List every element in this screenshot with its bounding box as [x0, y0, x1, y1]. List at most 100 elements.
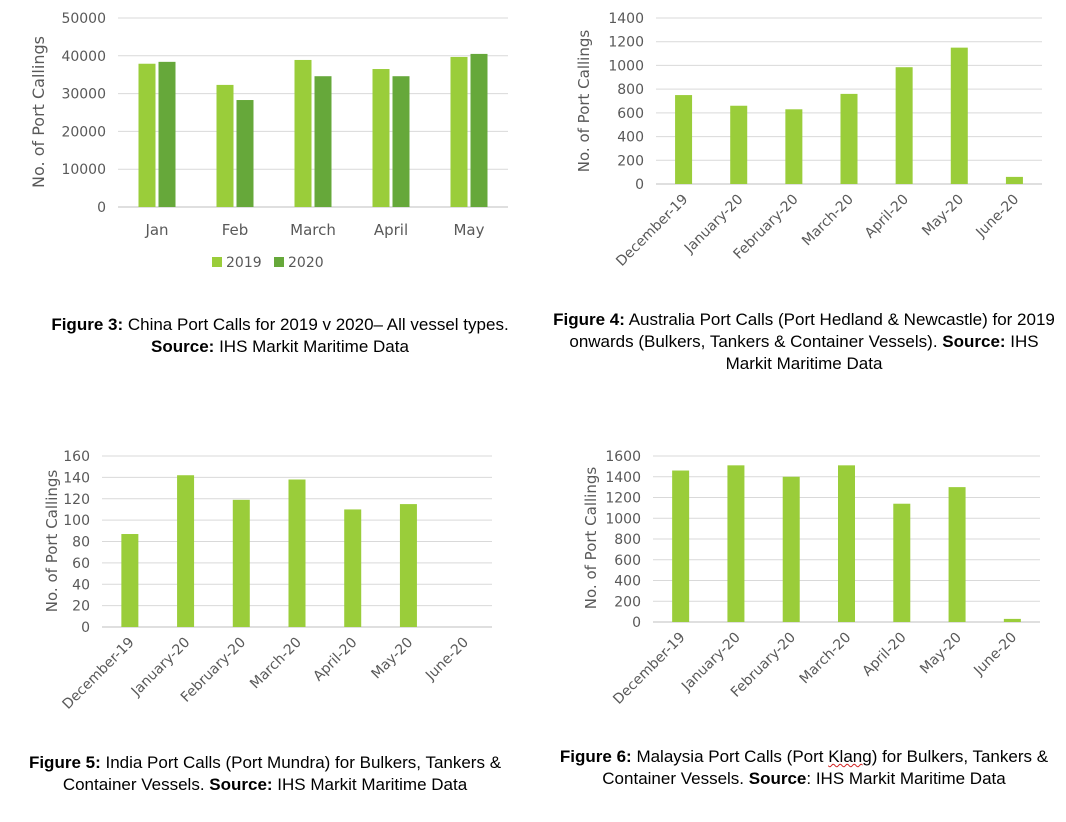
bar: [470, 53, 488, 207]
y-axis-title: No. of Port Callings: [582, 467, 600, 610]
y-tick-label: 80: [72, 535, 90, 551]
caption-fig6-klang: Klang: [828, 747, 872, 766]
bar: [399, 504, 417, 627]
legend-label: 2020: [288, 255, 324, 271]
bar: [948, 487, 966, 622]
x-category-label: April: [374, 221, 408, 239]
caption-fig5-text: India Port Calls (Port Mundra) for Bulke…: [62, 753, 502, 794]
y-tick-label: 200: [614, 594, 641, 610]
bar: [314, 76, 332, 207]
y-tick-label: 600: [614, 553, 641, 569]
y-tick-label: 0: [97, 200, 106, 216]
bar: [950, 47, 968, 185]
bar: [727, 465, 745, 622]
y-tick-label: 20000: [61, 124, 106, 140]
y-tick-label: 120: [63, 492, 90, 508]
bar: [294, 59, 312, 207]
bar: [893, 503, 911, 622]
y-tick-label: 40: [72, 577, 90, 593]
x-category-label: December-19: [610, 630, 688, 708]
caption-fig6-text: Malaysia Port Calls (Port: [631, 747, 829, 766]
bar: [840, 93, 858, 184]
y-tick-label: 50000: [61, 11, 106, 27]
y-tick-label: 140: [63, 470, 90, 486]
x-category-label: May: [453, 221, 484, 239]
y-tick-label: 400: [614, 574, 641, 590]
y-tick-label: 1400: [605, 470, 641, 486]
caption-fig6-label: Figure 6:: [559, 747, 632, 766]
y-tick-label: 1000: [605, 511, 641, 527]
y-axis-title: No. of Port Callings: [575, 30, 593, 173]
y-axis-title: No. of Port Callings: [29, 36, 48, 188]
caption-fig5-label: Figure 5:: [28, 753, 101, 772]
bar: [236, 100, 254, 207]
bar: [232, 499, 250, 627]
y-tick-label: 600: [617, 106, 644, 122]
bar: [675, 95, 693, 184]
y-tick-label: 800: [614, 532, 641, 548]
caption-fig3-source-label: Source:: [151, 337, 215, 356]
caption-fig6-source-label: Source: [748, 769, 807, 788]
y-tick-label: 1200: [608, 35, 644, 51]
y-axis-title: No. of Port Callings: [43, 470, 61, 613]
caption-fig3-source-text: IHS Markit Maritime Data: [214, 337, 409, 356]
caption-fig4-label: Figure 4:: [553, 310, 625, 329]
bar: [838, 465, 855, 622]
legend-swatch: [274, 257, 284, 267]
x-category-label: Jan: [144, 221, 168, 239]
y-tick-label: 200: [617, 153, 644, 169]
caption-fig5: Figure 5: India Port Calls (Port Mundra)…: [4, 752, 526, 796]
caption-fig4-source-label: Source:: [942, 332, 1006, 351]
caption-fig3: Figure 3: China Port Calls for 2019 v 20…: [30, 314, 530, 358]
bar: [344, 509, 362, 627]
x-category-label: Feb: [222, 221, 249, 239]
legend-label: 2019: [226, 255, 262, 271]
y-tick-label: 0: [81, 620, 90, 636]
bar: [1005, 176, 1023, 184]
y-tick-label: 800: [617, 82, 644, 98]
x-category-label: March-20: [797, 630, 855, 688]
y-tick-label: 1000: [608, 58, 644, 74]
x-category-label: June-20: [970, 630, 1020, 680]
caption-fig4-source-text: IHS Markit Maritime Data: [725, 332, 1039, 373]
bar: [158, 61, 176, 208]
caption-fig6-source-text: : IHS Markit Maritime Data: [806, 769, 1006, 788]
x-category-label: March: [290, 221, 336, 239]
y-tick-label: 10000: [61, 162, 106, 178]
y-tick-label: 0: [632, 615, 641, 631]
caption-fig6: Figure 6: Malaysia Port Calls (Port Klan…: [546, 746, 1062, 790]
bar: [785, 109, 803, 184]
y-tick-label: 400: [617, 130, 644, 146]
bar: [450, 56, 468, 208]
bar: [730, 105, 748, 184]
bar: [372, 69, 390, 207]
y-tick-label: 160: [63, 449, 90, 465]
y-tick-label: 1200: [605, 491, 641, 507]
caption-fig5-source-text: IHS Markit Maritime Data: [272, 775, 468, 794]
bar: [895, 67, 913, 184]
y-tick-label: 40000: [61, 49, 106, 65]
bar: [216, 84, 234, 207]
caption-fig3-label: Figure 3:: [51, 315, 124, 334]
caption-fig6-text-after: ) for Bulkers, Tankers & Container Vesse…: [602, 747, 1049, 788]
bar: [672, 470, 690, 622]
caption-fig5-source-label: Source:: [209, 775, 273, 794]
bar: [392, 76, 410, 207]
x-category-label: April-20: [859, 630, 909, 680]
caption-fig4-text: Australia Port Calls (Port Hedland & New…: [569, 310, 1055, 351]
bar: [121, 534, 139, 627]
legend-swatch: [212, 257, 222, 267]
y-tick-label: 1400: [608, 11, 644, 27]
y-tick-label: 60: [72, 556, 90, 572]
y-tick-label: 100: [63, 513, 90, 529]
caption-fig4: Figure 4: Australia Port Calls (Port Hed…: [548, 309, 1060, 375]
bar: [177, 475, 195, 627]
bar: [782, 476, 800, 622]
x-category-label: May-20: [917, 630, 965, 678]
y-tick-label: 20: [72, 599, 90, 615]
y-tick-label: 1600: [605, 449, 641, 465]
